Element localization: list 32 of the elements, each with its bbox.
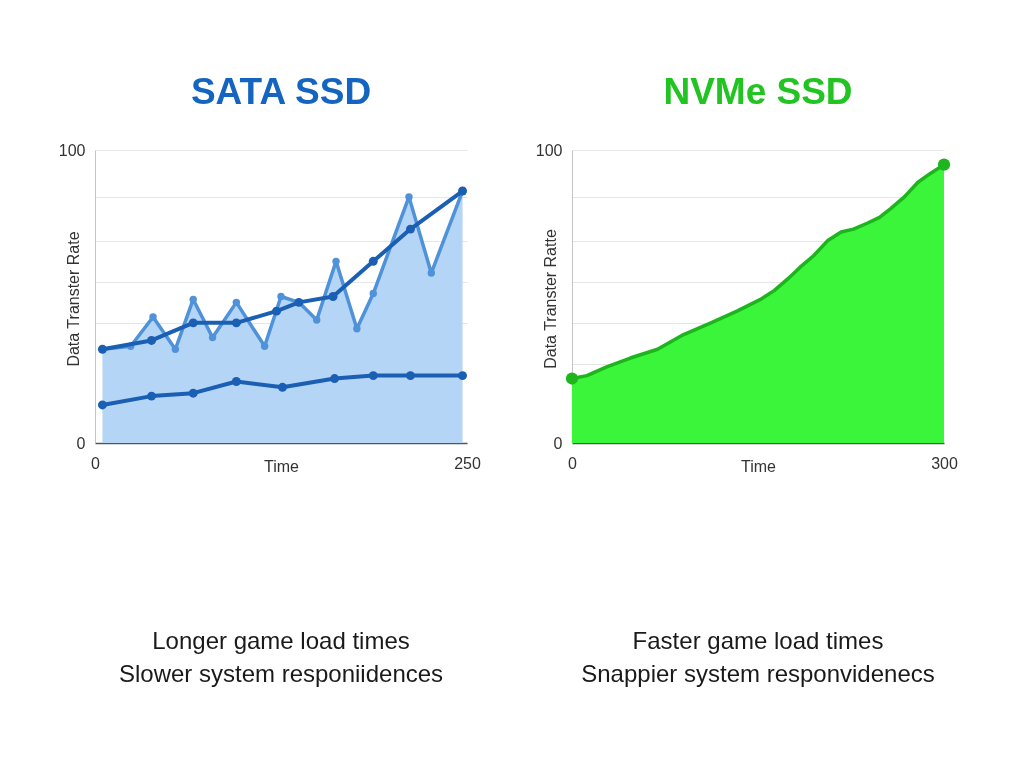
text: Longer game load times <box>152 627 410 654</box>
point <box>278 382 287 392</box>
x-tick-label: 0 <box>568 454 578 472</box>
x-tick-label: 0 <box>91 454 101 472</box>
point <box>330 374 340 383</box>
y-tick-label: 100 <box>58 141 86 159</box>
chart-title: NVMe SSD <box>663 71 853 112</box>
point <box>147 391 157 401</box>
y-tick-label: 100 <box>535 141 563 159</box>
y-axis-title: Data Transter Rate <box>64 231 82 367</box>
point <box>188 318 198 328</box>
point <box>405 371 415 381</box>
point <box>147 335 157 345</box>
point <box>328 292 338 301</box>
point <box>231 377 241 386</box>
chart-title: SATA SSD <box>190 71 372 112</box>
point <box>231 318 241 328</box>
point <box>405 224 415 234</box>
point <box>368 256 378 266</box>
y-axis-title: Data Transter Ratte <box>541 229 559 369</box>
point <box>368 371 378 381</box>
x-axis-title: Time <box>741 457 777 475</box>
text: Slower system responiidences <box>118 660 444 687</box>
x-axis-title: Time <box>264 457 300 475</box>
x-tick-label: 250 <box>454 454 481 472</box>
point <box>272 306 282 316</box>
point <box>458 371 468 381</box>
x-tick-label: 300 <box>931 454 958 472</box>
text: Faster game load times <box>632 627 884 654</box>
point <box>188 388 198 398</box>
point <box>97 400 107 410</box>
text: Snappier system responvidenecs <box>581 660 935 687</box>
